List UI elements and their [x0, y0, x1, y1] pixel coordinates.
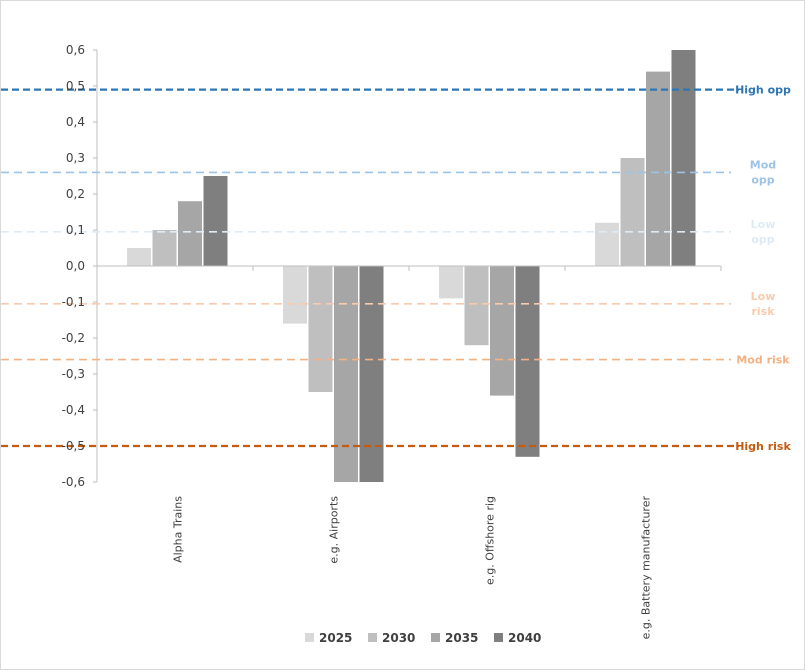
y-tick-label: 0,6: [66, 43, 85, 57]
labels-layer: 0,6 0,5 0,4 0,3 0,2 0,1 0,0 -0,1 -0,2 -0,3 -0,4 -0,…: [62, 43, 792, 639]
legend-swatch-2040: [494, 633, 503, 642]
axes-layer: [93, 49, 722, 483]
y-tick-label: -0,4: [62, 403, 85, 417]
bar-2040-e-g-offshore-rig: [515, 266, 540, 457]
reference-lines-layer: [1, 88, 739, 448]
legend-label-2035: 2035: [445, 631, 478, 645]
bar-2035-e-g-offshore-rig: [490, 266, 514, 396]
category-label: e.g. Offshore rig: [483, 496, 496, 585]
legend-label-2040: 2040: [508, 631, 541, 645]
bar-2030-e-g-offshore-rig: [464, 266, 489, 346]
bar-2040-e-g-battery-manufacturer: [671, 50, 696, 266]
legend-label-2025: 2025: [319, 631, 352, 645]
y-tick-label: -0,5: [62, 439, 85, 453]
reference-line-label: opp: [751, 233, 774, 246]
bar-2025-alpha-trains: [127, 248, 151, 266]
legend-swatch-2025: [305, 633, 314, 642]
category-label: Alpha Trains: [171, 496, 184, 563]
y-tick-label: 0,5: [66, 79, 85, 93]
bar-2035-alpha-trains: [178, 201, 202, 266]
reference-line-label: opp: [751, 173, 774, 186]
legend-swatch-2035: [431, 633, 440, 642]
bar-2030-e-g-battery-manufacturer: [620, 158, 645, 266]
y-tick-label: -0,2: [62, 331, 85, 345]
bar-2035-e-g-airports: [334, 266, 358, 482]
bar-2030-alpha-trains: [152, 230, 177, 266]
legend: 2025 2030 2035 2040: [305, 631, 541, 645]
reference-line-label: Low: [751, 290, 776, 303]
reference-line-label: risk: [751, 305, 775, 318]
bar-2040-alpha-trains: [203, 176, 228, 266]
category-label: e.g. Airports: [327, 496, 340, 564]
reference-line-label: High opp: [735, 84, 791, 97]
bar-2030-e-g-airports: [308, 266, 333, 392]
bar-2040-e-g-airports: [359, 266, 384, 482]
reference-line-label: Mod risk: [736, 354, 790, 367]
reference-line-label: Low: [751, 218, 776, 231]
y-tick-label: 0,2: [66, 187, 85, 201]
bar-2025-e-g-offshore-rig: [439, 266, 463, 299]
reference-line-label: High risk: [735, 440, 791, 453]
bar-2025-e-g-airports: [283, 266, 307, 324]
bar-2035-e-g-battery-manufacturer: [646, 71, 670, 266]
y-tick-label: 0,1: [66, 223, 85, 237]
y-tick-label: 0,0: [66, 259, 85, 273]
reference-line-label: Mod: [750, 158, 776, 171]
category-label: e.g. Battery manufacturer: [639, 496, 652, 640]
y-tick-label: -0,3: [62, 367, 85, 381]
bar-2025-e-g-battery-manufacturer: [595, 222, 619, 266]
legend-label-2030: 2030: [382, 631, 415, 645]
y-tick-label: 0,4: [66, 115, 85, 129]
y-tick-label: -0,6: [62, 475, 85, 489]
y-tick-label: -0,1: [62, 295, 85, 309]
y-tick-label: 0,3: [66, 151, 85, 165]
legend-swatch-2030: [368, 633, 377, 642]
